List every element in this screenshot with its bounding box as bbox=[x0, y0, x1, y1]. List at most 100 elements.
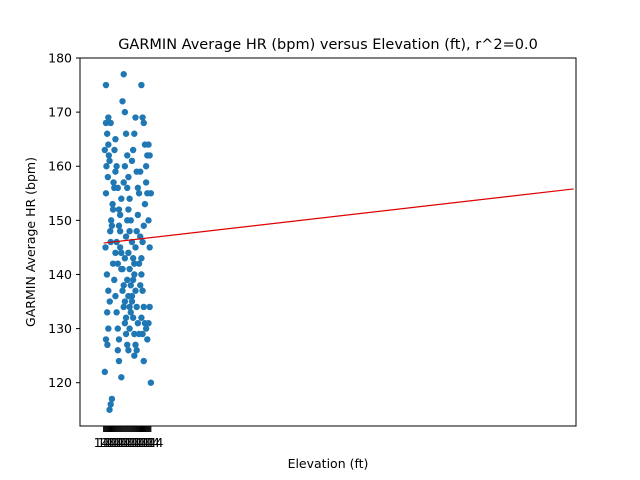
data-point bbox=[124, 152, 131, 159]
x-tick-label: 14 bbox=[119, 435, 135, 450]
data-point bbox=[106, 298, 113, 305]
data-point bbox=[113, 163, 120, 170]
data-point bbox=[101, 146, 109, 154]
data-point bbox=[122, 314, 130, 321]
x-tick-label: 14 bbox=[108, 435, 124, 450]
data-point bbox=[146, 303, 153, 311]
data-point bbox=[122, 233, 130, 240]
x-tick-label: 14 bbox=[115, 435, 131, 450]
data-point bbox=[114, 260, 121, 267]
data-point bbox=[131, 271, 138, 278]
data-point bbox=[105, 114, 112, 121]
data-point bbox=[105, 141, 112, 148]
data-point bbox=[105, 287, 112, 294]
data-point bbox=[111, 146, 118, 154]
x-tick-label: 14 bbox=[126, 435, 142, 450]
y-axis-label: GARMIN Average HR (bpm) bbox=[23, 157, 38, 327]
data-point bbox=[112, 168, 119, 175]
data-point bbox=[115, 222, 123, 229]
data-point bbox=[133, 347, 140, 354]
data-point bbox=[138, 81, 145, 89]
x-tick-label: 14 bbox=[97, 435, 113, 450]
data-point bbox=[113, 309, 120, 316]
data-point bbox=[118, 265, 125, 273]
data-point bbox=[115, 336, 123, 343]
data-point bbox=[128, 298, 136, 305]
data-point bbox=[118, 195, 125, 202]
data-point bbox=[132, 244, 139, 251]
data-point bbox=[118, 249, 125, 257]
data-point bbox=[103, 309, 111, 316]
y-tick-label: 150 bbox=[48, 213, 72, 228]
x-tick-label: 14 bbox=[104, 435, 120, 450]
data-point bbox=[102, 336, 110, 343]
data-point bbox=[140, 119, 147, 127]
x-tick-label: 14 bbox=[148, 435, 164, 450]
data-point bbox=[101, 368, 109, 376]
data-point bbox=[146, 244, 153, 251]
data-point bbox=[106, 406, 113, 413]
data-point bbox=[121, 255, 129, 262]
x-tick-label: 14 bbox=[130, 435, 146, 450]
data-point bbox=[132, 341, 139, 349]
data-point bbox=[125, 173, 132, 181]
x-axis-label: Elevation (ft) bbox=[288, 456, 369, 471]
data-point bbox=[132, 114, 139, 121]
data-point bbox=[142, 179, 150, 186]
data-point bbox=[138, 314, 145, 321]
data-point bbox=[126, 265, 133, 273]
data-point bbox=[131, 260, 138, 267]
data-point bbox=[118, 374, 125, 381]
data-point bbox=[131, 130, 138, 137]
data-point bbox=[137, 282, 144, 289]
data-point bbox=[112, 292, 119, 300]
data-point bbox=[145, 319, 152, 327]
data-point bbox=[111, 276, 118, 284]
data-point bbox=[124, 341, 131, 349]
data-point bbox=[112, 135, 119, 143]
data-point bbox=[105, 152, 113, 159]
x-tick-label: 14 bbox=[137, 435, 153, 450]
data-point bbox=[140, 222, 147, 229]
plot-frame bbox=[79, 57, 577, 427]
data-point bbox=[102, 244, 109, 251]
data-point bbox=[104, 341, 111, 349]
y-tick-label: 160 bbox=[48, 159, 72, 174]
data-point bbox=[139, 114, 146, 121]
data-point bbox=[107, 119, 114, 127]
data-point bbox=[142, 163, 150, 170]
data-point bbox=[125, 249, 132, 257]
trend-line bbox=[103, 188, 574, 244]
data-point bbox=[147, 379, 155, 386]
data-point bbox=[120, 282, 127, 289]
data-point bbox=[142, 325, 150, 332]
data-point bbox=[133, 168, 140, 175]
data-point bbox=[105, 325, 112, 332]
data-point bbox=[121, 163, 129, 170]
y-tick-label: 180 bbox=[48, 51, 72, 66]
data-point bbox=[112, 249, 119, 257]
data-point bbox=[124, 184, 131, 192]
data-point bbox=[133, 227, 140, 235]
data-point bbox=[115, 357, 123, 365]
points-layer bbox=[101, 71, 155, 413]
data-point bbox=[135, 190, 143, 197]
data-point bbox=[131, 330, 138, 338]
data-point bbox=[129, 314, 137, 321]
data-point bbox=[108, 395, 116, 403]
data-point bbox=[134, 319, 142, 327]
data-point bbox=[115, 206, 123, 213]
data-point bbox=[126, 303, 133, 311]
data-point bbox=[116, 244, 124, 251]
data-point bbox=[109, 260, 117, 267]
data-point bbox=[122, 130, 130, 137]
data-point bbox=[109, 206, 117, 213]
data-point bbox=[120, 71, 127, 78]
x-tick-label: 14 bbox=[122, 435, 138, 450]
data-point bbox=[141, 200, 149, 208]
data-point bbox=[120, 303, 127, 311]
data-point bbox=[133, 303, 140, 311]
data-point bbox=[107, 227, 114, 235]
